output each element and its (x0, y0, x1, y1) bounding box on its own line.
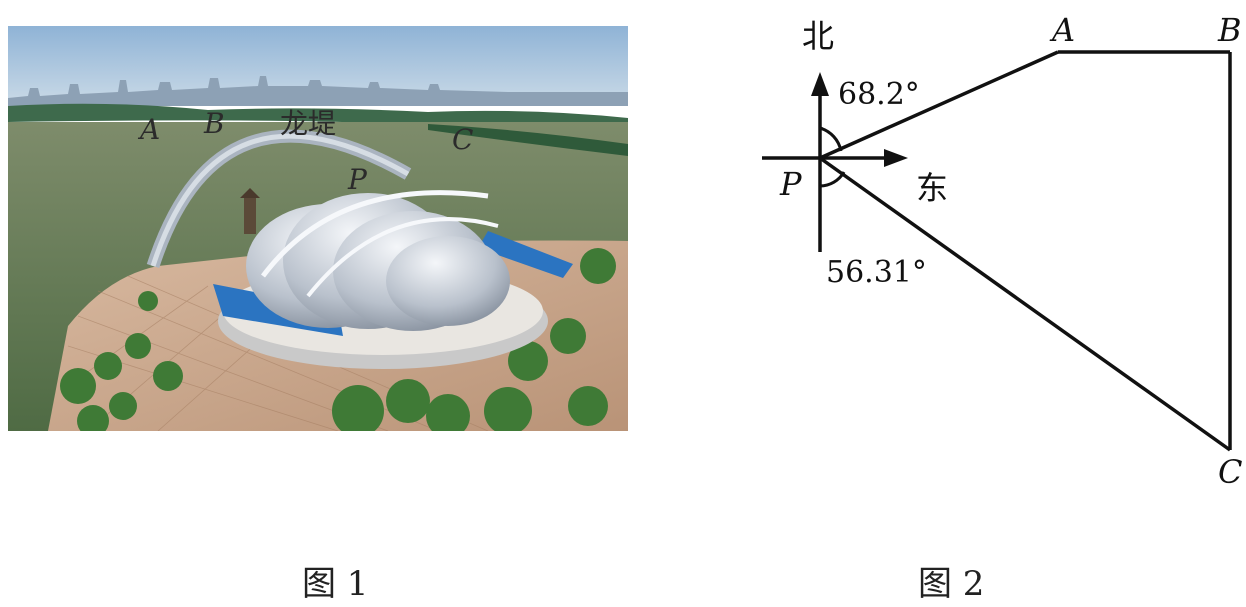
point-label-a: A (1052, 11, 1076, 49)
photo-label-b: B (204, 107, 225, 140)
figure1-photo: A B 龙堤 C P (8, 26, 628, 431)
point-label-b: B (1218, 11, 1242, 49)
figure2-diagram: 北 东 68.2° 56.31° P A B C (740, 0, 1246, 500)
segment-pa (819, 50, 1059, 160)
point-label-c: C (1218, 453, 1243, 491)
angle-label-north: 68.2° (838, 77, 920, 112)
east-arrow-icon (884, 149, 908, 167)
figure1-caption: 图 1 (302, 564, 369, 604)
angle-arc-north (819, 126, 843, 152)
photo-label-a: A (140, 113, 161, 146)
figure2-caption: 图 2 (918, 564, 985, 604)
angle-label-south: 56.31° (826, 255, 927, 290)
east-label: 东 (916, 169, 949, 207)
north-arrow-icon (811, 72, 829, 96)
photo-label-c: C (452, 123, 474, 156)
photo-label-dike: 龙堤 (280, 107, 337, 140)
photo-label-p: P (348, 163, 367, 196)
segment-pc (818, 156, 1232, 452)
point-label-p: P (780, 165, 802, 203)
north-label: 北 (802, 17, 835, 55)
